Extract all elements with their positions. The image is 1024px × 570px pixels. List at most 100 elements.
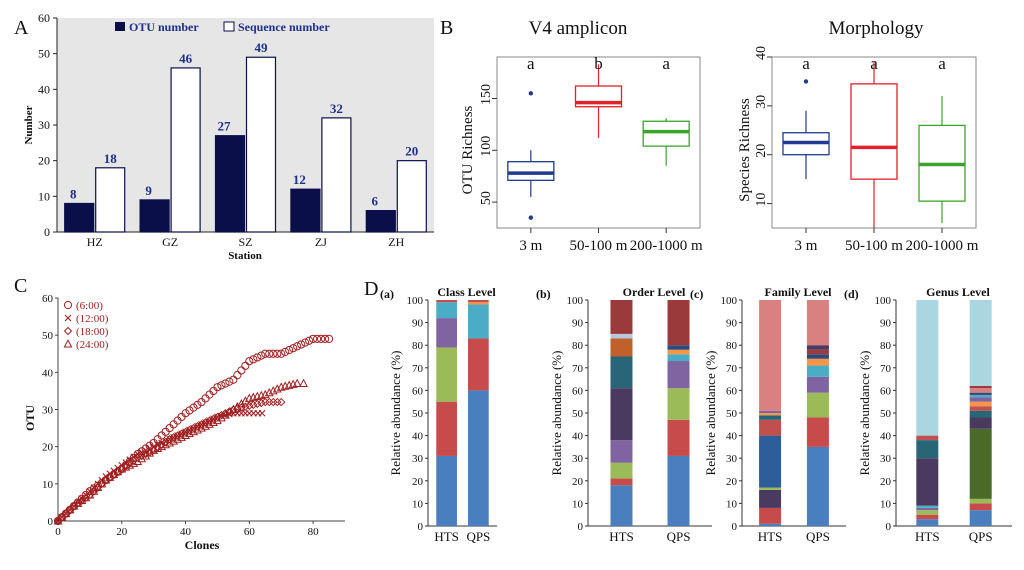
subplot-label: (d) (844, 287, 859, 301)
stack-segment (759, 410, 782, 413)
stack-segment (969, 410, 992, 418)
data-point (205, 419, 214, 428)
data-point (285, 345, 294, 355)
data-point (121, 462, 131, 471)
stack-segment (436, 455, 457, 526)
bar-value-label: 12 (293, 172, 306, 187)
stack-segment (806, 417, 829, 447)
stack-segment (468, 390, 489, 526)
y-tick-label: 10 (572, 498, 584, 510)
subplot-label: (b) (536, 287, 551, 301)
data-point (236, 399, 246, 408)
stack-segment (969, 300, 992, 386)
y-tick-label: 40 (572, 431, 584, 443)
stack-segment (759, 435, 782, 488)
panel-c-xlabel: Clones (185, 538, 220, 552)
stack-segment (916, 440, 939, 459)
bar-value-label: 6 (372, 194, 379, 209)
y-tick-label: 0 (732, 521, 738, 533)
data-point (269, 349, 278, 358)
significance-letter: a (802, 54, 810, 73)
y-tick-label: 30 (412, 453, 424, 465)
y-tick-label: 50 (42, 330, 54, 342)
outlier-point (528, 91, 534, 96)
stack-segment (436, 347, 457, 402)
y-tick-label: 0 (886, 521, 892, 533)
y-tick-label: 100 (479, 136, 494, 157)
stack-segment (806, 300, 829, 346)
x-tick-label: HZ (87, 235, 103, 249)
stack-segment (916, 505, 939, 508)
data-point (258, 409, 266, 417)
x-tick-label: 3 m (519, 238, 542, 254)
panel-c-ylabel: OTU (23, 405, 37, 431)
data-point (133, 456, 143, 466)
data-point (257, 398, 266, 408)
y-tick-label: 10 (38, 189, 50, 203)
panel-b-title-v4: V4 amplicon (529, 18, 628, 39)
y-tick-label: 40 (880, 431, 892, 443)
x-tick-label: 200-1000 m (630, 238, 703, 254)
stack-segment (969, 385, 992, 389)
y-axis-label: Relative abundance (%) (703, 351, 718, 476)
y-tick-label: 10 (880, 498, 892, 510)
bar-value-label: 8 (70, 186, 77, 201)
stack-segment (759, 415, 782, 420)
x-tick-label: 3 m (795, 238, 818, 254)
y-tick-label: 60 (412, 385, 424, 397)
data-point (224, 407, 234, 416)
data-point (145, 448, 155, 457)
data-point (289, 344, 298, 353)
data-point (117, 464, 127, 473)
data-point (217, 381, 226, 390)
panel-a-bar-chart: Number Station OTU number Sequence numbe… (23, 11, 434, 262)
data-point (257, 351, 266, 360)
stack-segment (916, 507, 939, 511)
y-tick-label: 50 (572, 408, 584, 420)
data-point (189, 426, 198, 436)
y-tick-label: 80 (412, 340, 424, 352)
data-point (153, 443, 163, 453)
y-tick-label: 100 (721, 295, 738, 307)
y-tick-label: 40 (42, 367, 54, 379)
panel-label-b: B (440, 17, 453, 39)
box (642, 120, 690, 147)
y-tick-label: 20 (754, 144, 769, 158)
stack-segment (667, 345, 690, 350)
y-tick-label: 100 (875, 295, 892, 307)
stack-segment (468, 338, 489, 391)
stack-segment (667, 354, 690, 362)
data-point (277, 349, 286, 358)
data-point (141, 451, 151, 460)
y-tick-label: 80 (572, 340, 584, 352)
panel-b-title-morphology: Morphology (829, 18, 925, 39)
data-point (249, 400, 258, 410)
data-point (305, 336, 314, 345)
stack-segment (969, 394, 992, 398)
x-tick-label: HTS (609, 529, 634, 544)
data-point (165, 435, 174, 444)
data-point (109, 469, 119, 479)
stack-segment (916, 514, 939, 520)
stack-segment (610, 478, 633, 486)
data-point (324, 334, 334, 343)
stack-segment (759, 507, 782, 524)
stack-segment (667, 300, 690, 346)
y-axis-label: Relative abundance (%) (857, 351, 872, 476)
data-point (220, 410, 230, 419)
stack-segment (468, 302, 489, 305)
x-tick-label: 0 (55, 526, 61, 538)
y-tick-label: 20 (880, 476, 892, 488)
y-tick-label: 70 (572, 363, 584, 375)
significance-letter: a (527, 54, 535, 73)
y-tick-label: 60 (726, 385, 738, 397)
data-point (193, 422, 202, 431)
y-tick-label: 20 (412, 476, 424, 488)
data-point (177, 432, 186, 441)
data-point (249, 355, 258, 364)
bar-value-label: 18 (104, 151, 118, 166)
data-point (213, 383, 222, 392)
data-point (105, 472, 115, 481)
stack-segment (759, 419, 782, 436)
